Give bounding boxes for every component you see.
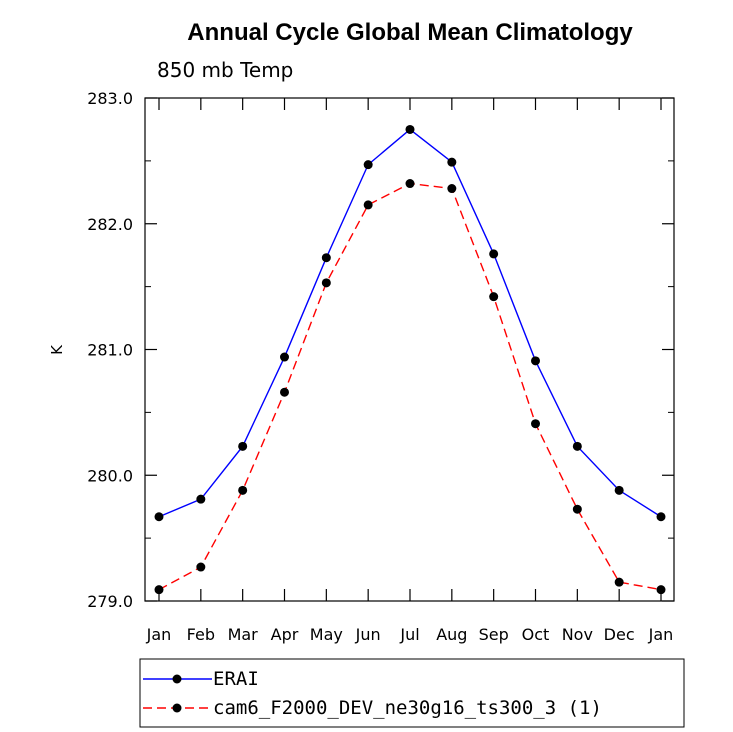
data-point: [614, 485, 624, 495]
data-point: [280, 387, 289, 397]
x-tick-label: Oct: [522, 625, 550, 644]
data-point: [614, 577, 624, 587]
data-point: [363, 160, 373, 170]
y-tick-label: 282.0: [87, 215, 133, 234]
data-point: [572, 504, 582, 514]
data-point: [656, 512, 666, 522]
x-tick-label: Jun: [355, 625, 381, 644]
legend: ERAI cam6_F2000_DEV_ne30g16_ts300_3 (1): [139, 658, 685, 728]
y-axis: 279.0 280.0 281.0 282.0 283.0: [87, 89, 674, 611]
data-point: [238, 441, 248, 451]
x-tick-label: Sep: [479, 625, 509, 644]
data-point: [321, 278, 331, 288]
data-point: [531, 419, 540, 429]
legend-label: cam6_F2000_DEV_ne30g16_ts300_3 (1): [213, 697, 602, 719]
data-point: [280, 352, 289, 362]
x-tick-label: Jan: [146, 625, 172, 644]
data-point: [656, 585, 666, 595]
x-tick-label: May: [310, 625, 343, 644]
data-point: [447, 184, 457, 194]
data-point: [154, 512, 164, 522]
data-point: [572, 441, 582, 451]
data-point: [405, 179, 415, 189]
data-point: [363, 200, 373, 210]
series-1: [154, 124, 666, 522]
y-axis-label: K: [48, 344, 66, 355]
x-tick-label: Jul: [399, 625, 419, 644]
x-axis: Jan Feb Mar Apr May Jun Jul Aug Sep Oct Nov Dec Jan: [146, 98, 674, 644]
data-point: [196, 494, 206, 504]
y-tick-label: 283.0: [87, 89, 133, 108]
data-point: [238, 485, 248, 495]
series-2: [154, 179, 666, 595]
x-tick-label: Nov: [562, 625, 593, 644]
x-tick-label: Dec: [604, 625, 635, 644]
legend-marker: [172, 703, 182, 713]
data-point: [489, 292, 499, 302]
y-tick-label: 281.0: [87, 341, 133, 360]
data-point: [321, 253, 331, 263]
x-tick-label: Aug: [436, 625, 467, 644]
legend-marker: [172, 674, 182, 684]
x-tick-label: Apr: [271, 625, 299, 644]
data-point: [196, 562, 206, 572]
x-tick-label: Jan: [648, 625, 674, 644]
data-point: [447, 157, 457, 167]
data-point: [531, 356, 540, 366]
data-point: [154, 585, 164, 595]
data-point: [405, 124, 415, 134]
chart-title: Annual Cycle Global Mean Climatology: [187, 19, 633, 46]
x-tick-label: Mar: [228, 625, 259, 644]
series-line: [158, 182, 662, 591]
plot-frame: [144, 97, 675, 602]
legend-label: ERAI: [213, 668, 259, 690]
y-tick-label: 279.0: [87, 592, 133, 611]
data-point: [489, 249, 499, 259]
legend-box: [139, 658, 685, 728]
y-tick-label: 280.0: [87, 466, 133, 485]
chart-subtitle: 850 mb Temp: [157, 58, 293, 82]
x-tick-label: Feb: [187, 625, 215, 644]
series-layer: [154, 124, 666, 595]
